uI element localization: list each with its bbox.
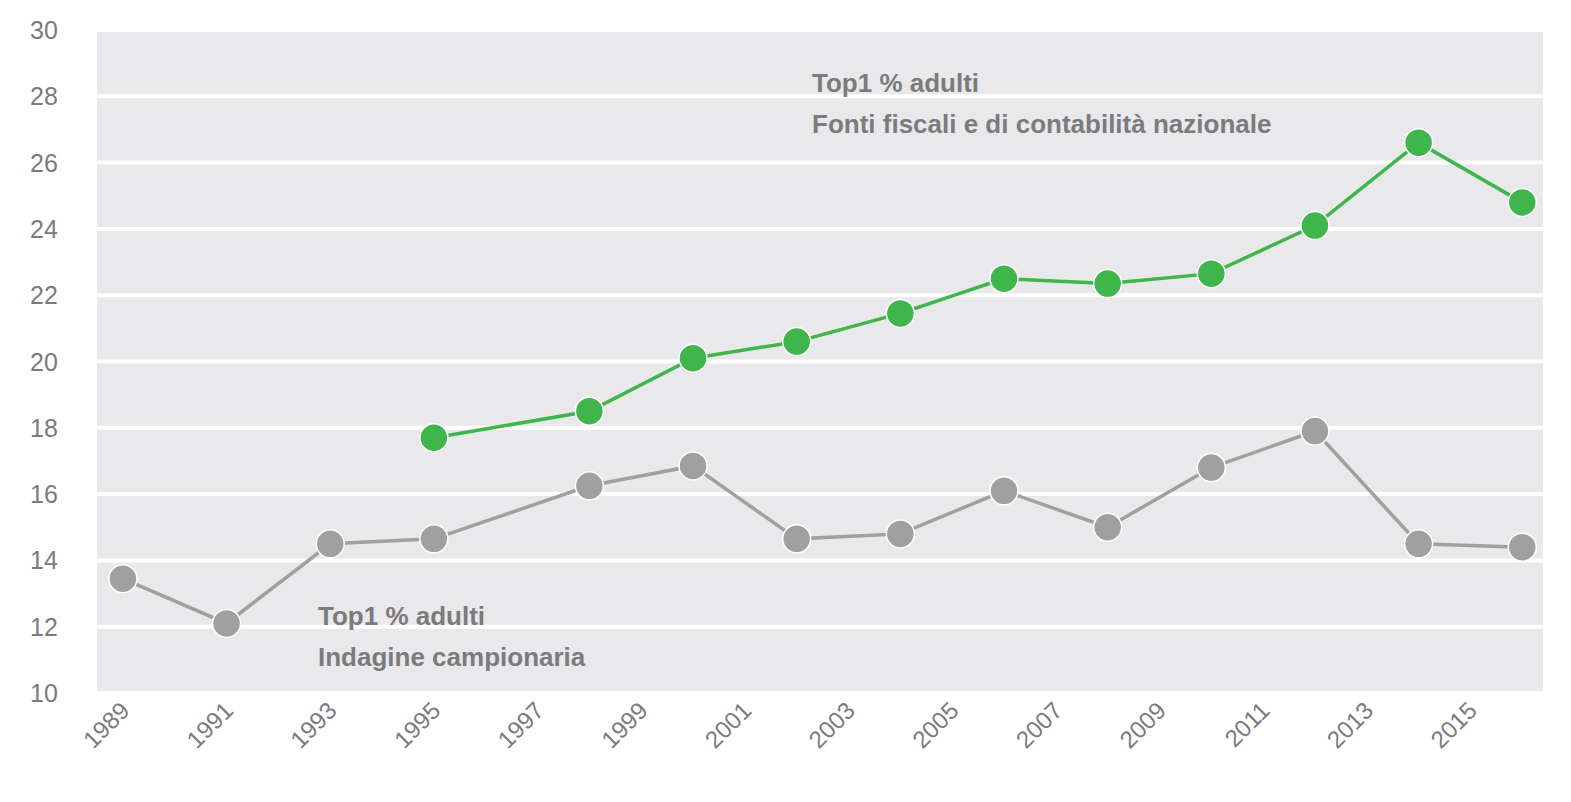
x-tick-label: 2015 — [1425, 696, 1482, 753]
point-marker — [213, 609, 241, 637]
point-marker — [990, 477, 1018, 505]
point-marker — [1301, 212, 1329, 240]
x-tick-label: 2005 — [907, 696, 964, 753]
y-tick-label: 20 — [30, 348, 58, 376]
x-tick-label: 1997 — [492, 696, 549, 753]
point-marker — [1508, 188, 1536, 216]
x-tick-label: 1993 — [285, 696, 342, 753]
point-marker — [1094, 270, 1122, 298]
y-tick-label: 24 — [30, 215, 58, 243]
series-line — [123, 431, 1522, 623]
x-tick-label: 2007 — [1011, 696, 1068, 753]
point-marker — [109, 565, 137, 593]
point-marker — [1405, 129, 1433, 157]
point-marker — [1508, 533, 1536, 561]
point-marker — [1197, 260, 1225, 288]
grid-line — [97, 28, 1543, 32]
data-layer — [109, 129, 1536, 638]
point-marker — [783, 328, 811, 356]
x-tick-label: 1991 — [181, 696, 238, 753]
y-tick-label: 18 — [30, 414, 58, 442]
x-tick-label: 1995 — [389, 696, 446, 753]
series-line — [434, 143, 1522, 438]
x-tick-label: 2003 — [803, 696, 860, 753]
x-tick-label: 2009 — [1114, 696, 1171, 753]
point-marker — [886, 299, 914, 327]
annotation: Top1 % adulti — [318, 601, 485, 631]
point-marker — [783, 525, 811, 553]
y-tick-label: 14 — [30, 546, 58, 574]
y-tick-label: 26 — [30, 149, 58, 177]
grid-line — [97, 492, 1543, 496]
point-marker — [886, 520, 914, 548]
annotation: Indagine campionaria — [318, 642, 586, 672]
grid-line — [97, 161, 1543, 165]
x-tick-label: 1999 — [596, 696, 653, 753]
chart: 10 12 14 16 18 20 22 24 26 28 30 1989 1991 1993 1995 19… — [0, 0, 1571, 802]
grid-line — [97, 625, 1543, 629]
grid-line — [97, 691, 1543, 695]
point-marker — [1405, 530, 1433, 558]
point-marker — [575, 472, 603, 500]
point-marker — [1301, 417, 1329, 445]
point-marker — [679, 452, 707, 480]
y-tick-label: 22 — [30, 281, 58, 309]
y-tick-label: 10 — [30, 679, 58, 707]
y-tick-label: 12 — [30, 613, 58, 641]
x-tick-label: 2011 — [1219, 696, 1275, 752]
point-marker — [316, 530, 344, 558]
x-tick-label: 2001 — [700, 696, 757, 753]
grid-line — [97, 558, 1543, 562]
grid-line — [97, 360, 1543, 364]
annotation: Fonti fiscali e di contabilità nazionale — [812, 109, 1271, 139]
y-tick-label: 28 — [30, 82, 58, 110]
point-marker — [420, 424, 448, 452]
annotation: Top1 % adulti — [812, 68, 979, 98]
y-tick-label: 16 — [30, 480, 58, 508]
point-marker — [990, 265, 1018, 293]
point-marker — [1197, 454, 1225, 482]
point-marker — [420, 525, 448, 553]
point-marker — [575, 397, 603, 425]
plot-background — [97, 30, 1543, 693]
x-tick-label: 1989 — [78, 696, 135, 753]
grid-line — [97, 293, 1543, 297]
y-tick-label: 30 — [30, 16, 58, 44]
point-marker — [1094, 513, 1122, 541]
point-marker — [679, 344, 707, 372]
x-tick-label: 2013 — [1321, 696, 1378, 753]
